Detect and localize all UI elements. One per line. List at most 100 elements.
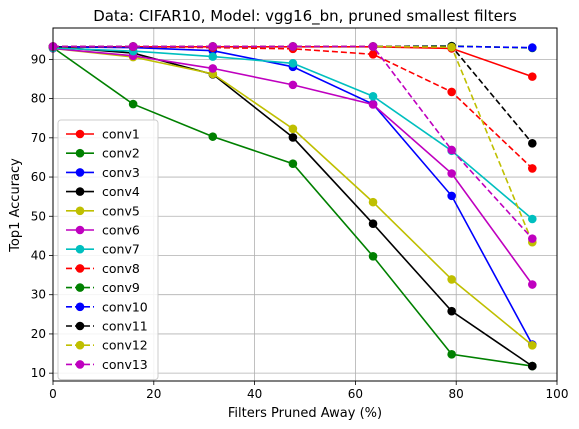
legend-item: conv5 [66, 203, 140, 218]
data-point [528, 234, 537, 243]
y-tick-label: 90 [31, 52, 46, 66]
data-point [447, 87, 456, 97]
data-point [528, 164, 537, 173]
series-layer [48, 41, 537, 371]
data-point [208, 64, 218, 73]
legend-label: conv8 [102, 261, 140, 276]
legend-item: conv8 [66, 261, 140, 276]
data-point [288, 59, 298, 68]
series-conv6 [48, 44, 537, 289]
legend-item: conv6 [66, 223, 140, 238]
x-tick-label: 100 [546, 387, 569, 401]
legend-item: conv12 [66, 338, 148, 353]
data-point [368, 42, 378, 51]
legend-marker [75, 321, 85, 331]
x-tick-label: 60 [348, 387, 363, 401]
legend-marker [75, 206, 85, 216]
series-conv13 [48, 42, 537, 243]
y-tick-label: 30 [31, 288, 46, 302]
data-point [447, 42, 456, 52]
legend-marker [75, 360, 85, 369]
legend-item: conv7 [66, 242, 140, 257]
data-point [288, 42, 298, 51]
legend-marker [75, 244, 85, 254]
legend-marker [75, 148, 85, 158]
data-point [447, 191, 456, 201]
x-tick-label: 80 [449, 387, 464, 401]
y-tick-label: 10 [31, 366, 46, 380]
legend-marker [75, 340, 85, 350]
legend-label: conv7 [102, 242, 140, 257]
y-tick-label: 20 [31, 327, 46, 341]
legend-label: conv9 [102, 280, 140, 295]
data-point [128, 99, 138, 109]
legend-marker [75, 225, 85, 235]
data-point [528, 341, 537, 350]
legend-label: conv5 [102, 203, 140, 218]
data-point [288, 124, 298, 134]
legend-label: conv4 [102, 184, 140, 199]
legend-item: conv10 [66, 299, 148, 314]
data-point [447, 306, 456, 316]
data-point [208, 42, 218, 51]
data-point [368, 219, 378, 229]
legend-label: conv13 [102, 357, 148, 372]
plot-frame [52, 27, 558, 382]
y-tick-label: 70 [31, 131, 46, 145]
legend-label: conv3 [102, 165, 140, 180]
x-tick-label: 0 [49, 387, 57, 401]
legend-marker [75, 129, 85, 139]
data-point [368, 49, 378, 59]
data-point [208, 52, 218, 61]
data-point [368, 251, 378, 261]
y-tick-label: 50 [31, 209, 46, 223]
legend-item: conv3 [66, 165, 140, 180]
data-point [447, 169, 456, 178]
data-point [528, 72, 537, 81]
legend-box [57, 119, 159, 381]
y-axis: 10 20 30 40 50 60 70 80 90 [31, 52, 53, 380]
legend-marker [75, 302, 85, 312]
legend-label: conv2 [102, 146, 140, 161]
data-point [128, 42, 138, 51]
data-point [368, 197, 378, 207]
data-point [528, 280, 537, 289]
data-point [368, 91, 378, 101]
legend-marker [75, 283, 85, 292]
legend-marker [75, 168, 85, 177]
x-tick-label: 40 [247, 387, 262, 401]
y-tick-label: 40 [31, 248, 46, 262]
data-point [208, 132, 218, 141]
x-axis-title: Filters Pruned Away (%) [228, 406, 382, 421]
legend-item: conv9 [66, 280, 140, 295]
data-point [447, 145, 456, 155]
legend-item: conv11 [66, 319, 148, 334]
data-point [528, 214, 537, 224]
chart-title: Data: CIFAR10, Model: vgg16_bn, pruned s… [93, 7, 517, 26]
legend-marker [75, 264, 85, 273]
legend-item: conv1 [66, 127, 140, 142]
x-tick-label: 20 [146, 387, 161, 401]
legend: conv1 conv2 conv3 conv4 conv5 conv6 conv7 conv8… [57, 119, 159, 381]
data-point [288, 133, 298, 142]
legend-marker [75, 187, 85, 196]
data-point [447, 275, 456, 284]
data-point [368, 100, 378, 109]
legend-item: conv2 [66, 146, 140, 161]
x-axis: 0 20 40 60 80 100 [49, 381, 568, 401]
legend-label: conv11 [102, 319, 148, 334]
y-tick-label: 60 [31, 170, 46, 184]
legend-label: conv12 [102, 338, 148, 353]
y-tick-label: 80 [31, 92, 46, 106]
data-point [528, 139, 537, 148]
legend-label: conv10 [102, 299, 148, 314]
data-point [528, 43, 537, 52]
y-axis-title: Top1 Accuracy [8, 158, 23, 253]
legend-label: conv1 [102, 127, 140, 142]
legend-label: conv6 [102, 223, 140, 238]
data-point [528, 361, 537, 371]
data-point [447, 350, 456, 359]
legend-item: conv4 [66, 184, 140, 199]
legend-item: conv13 [66, 357, 148, 372]
